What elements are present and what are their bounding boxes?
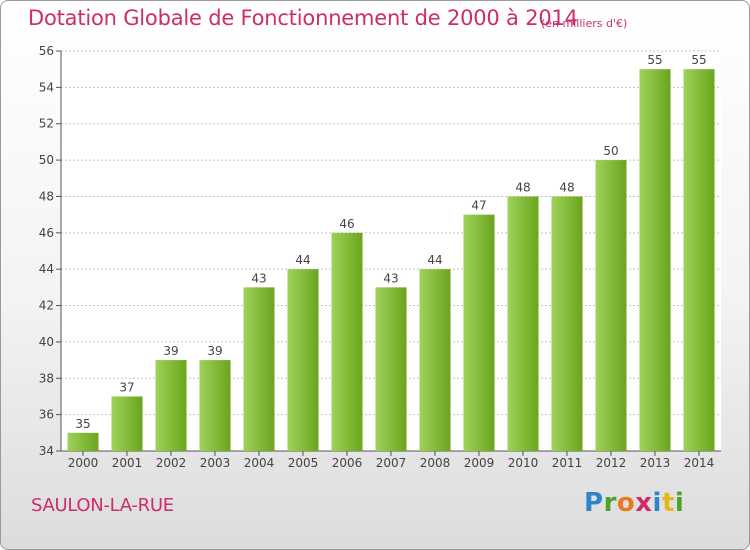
y-tick-label: 48: [39, 189, 54, 203]
bar: [331, 232, 363, 451]
bar: [111, 396, 143, 451]
bar-chart: 34 36 38 40 42 44 46 48 50 52 54 56 35 2000 37 2001 39 20…: [39, 44, 721, 470]
x-tick-label: 2005: [288, 456, 319, 470]
bar-value-label: 39: [163, 344, 178, 358]
bar: [243, 287, 275, 451]
x-tick-label: 2009: [464, 456, 495, 470]
bar-value-label: 39: [207, 344, 222, 358]
y-tick-label: 54: [39, 80, 54, 94]
bar-value-label: 37: [119, 380, 134, 394]
bar-value-label: 47: [471, 199, 486, 213]
bar-value-label: 43: [251, 271, 266, 285]
bar: [287, 269, 319, 451]
bar: [551, 196, 583, 451]
bar-value-label: 50: [603, 144, 618, 158]
y-tick-label: 52: [39, 117, 54, 131]
proxiti-logo: Proxiti: [584, 488, 685, 518]
bar-value-label: 55: [647, 53, 662, 67]
x-tick-label: 2001: [112, 456, 143, 470]
y-tick-label: 50: [39, 153, 54, 167]
x-tick-label: 2003: [200, 456, 231, 470]
bar-value-label: 48: [559, 180, 574, 194]
bar: [595, 160, 627, 451]
bar: [155, 360, 187, 451]
bar: [683, 69, 715, 451]
x-tick-label: 2012: [596, 456, 627, 470]
bar-value-label: 46: [339, 217, 354, 231]
bar: [639, 69, 671, 451]
y-tick-label: 56: [39, 44, 54, 58]
bar: [507, 196, 539, 451]
bar: [463, 214, 495, 451]
x-tick-label: 2014: [684, 456, 715, 470]
x-tick-label: 2010: [508, 456, 539, 470]
bar-value-label: 44: [295, 253, 310, 267]
x-tick-label: 2000: [68, 456, 99, 470]
bar-value-label: 35: [75, 417, 90, 431]
y-tick-label: 40: [39, 335, 54, 349]
bar-value-label: 55: [691, 53, 706, 67]
commune-name: SAULON-LA-RUE: [31, 495, 174, 516]
x-tick-label: 2007: [376, 456, 407, 470]
x-tick-label: 2002: [156, 456, 187, 470]
bar: [67, 432, 99, 451]
bar: [375, 287, 407, 451]
y-tick-label: 36: [39, 408, 54, 422]
y-tick-label: 42: [39, 299, 54, 313]
bar: [419, 269, 451, 451]
y-tick-label: 46: [39, 226, 54, 240]
x-tick-label: 2006: [332, 456, 363, 470]
x-tick-label: 2011: [552, 456, 583, 470]
bar: [199, 360, 231, 451]
y-tick-label: 38: [39, 371, 54, 385]
chart-subtitle: (en milliers d'€): [541, 17, 628, 30]
x-tick-label: 2004: [244, 456, 275, 470]
x-tick-label: 2008: [420, 456, 451, 470]
x-tick-label: 2013: [640, 456, 671, 470]
bar-value-label: 48: [515, 180, 530, 194]
y-tick-label: 34: [39, 444, 54, 458]
chart-title: Dotation Globale de Fonctionnement de 20…: [28, 6, 578, 30]
y-tick-label: 44: [39, 262, 54, 276]
bar-value-label: 43: [383, 271, 398, 285]
bar-value-label: 44: [427, 253, 442, 267]
